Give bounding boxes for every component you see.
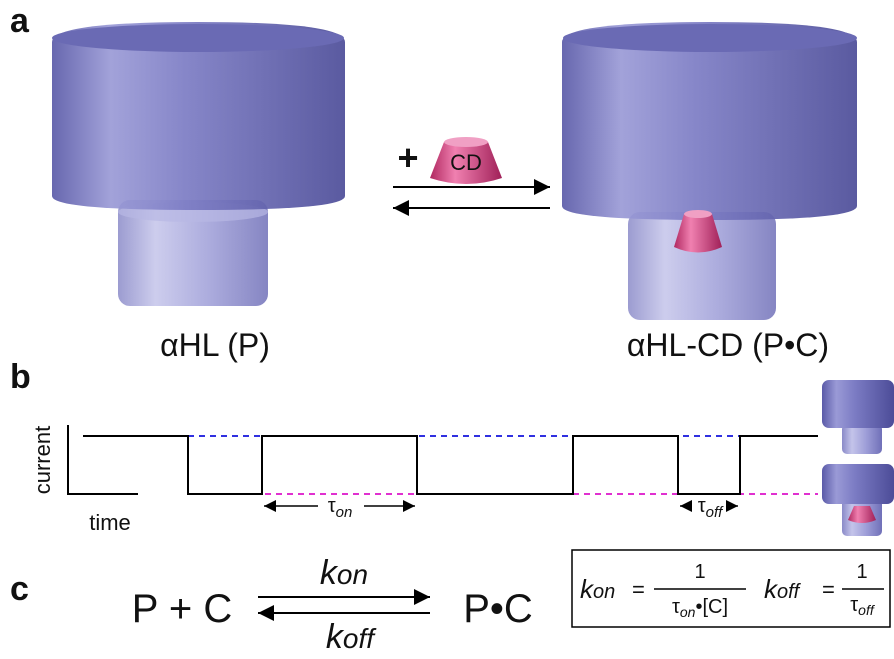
eq-on: kon = 1 τon•[C] <box>580 561 746 620</box>
x-axis-label: time <box>89 510 131 535</box>
y-axis-label: current <box>30 426 55 494</box>
icon-open <box>822 380 894 454</box>
numerator: 1 <box>856 561 867 583</box>
numerator: 1 <box>694 561 705 583</box>
caption: αHL (P) <box>160 327 270 363</box>
equals: = <box>632 577 645 602</box>
eq-lhs: koff <box>764 574 802 604</box>
denominator: τon•[C] <box>672 596 728 620</box>
icon-blocked <box>822 464 894 536</box>
current-trace <box>83 436 818 494</box>
panel-label: a <box>10 2 30 40</box>
denominator: τoff <box>850 594 876 618</box>
reactants: P + C <box>132 587 232 631</box>
tau-on: τon <box>328 495 353 521</box>
plus-sign: + <box>397 137 418 178</box>
equals: = <box>822 577 835 602</box>
eq-off: koff = 1 τoff <box>764 561 884 618</box>
eq-lhs: kon <box>580 574 615 604</box>
pore-right <box>562 22 857 320</box>
panel-label: c <box>10 570 29 608</box>
ligand-label: CD <box>450 150 482 175</box>
k-off: koff <box>326 618 377 656</box>
tau-off: τoff <box>698 495 724 521</box>
k-on: kon <box>320 554 368 592</box>
caption: αHL-CD (P•C) <box>627 327 829 363</box>
page: {"panel_a": {"label": "a", "plus": "+", … <box>0 0 894 659</box>
product: P•C <box>463 587 533 631</box>
pore-left <box>52 22 345 306</box>
figure: a + CD αHL (P) αHL-CD (P•C) b current ti… <box>0 0 894 659</box>
panel-label: b <box>10 358 31 396</box>
